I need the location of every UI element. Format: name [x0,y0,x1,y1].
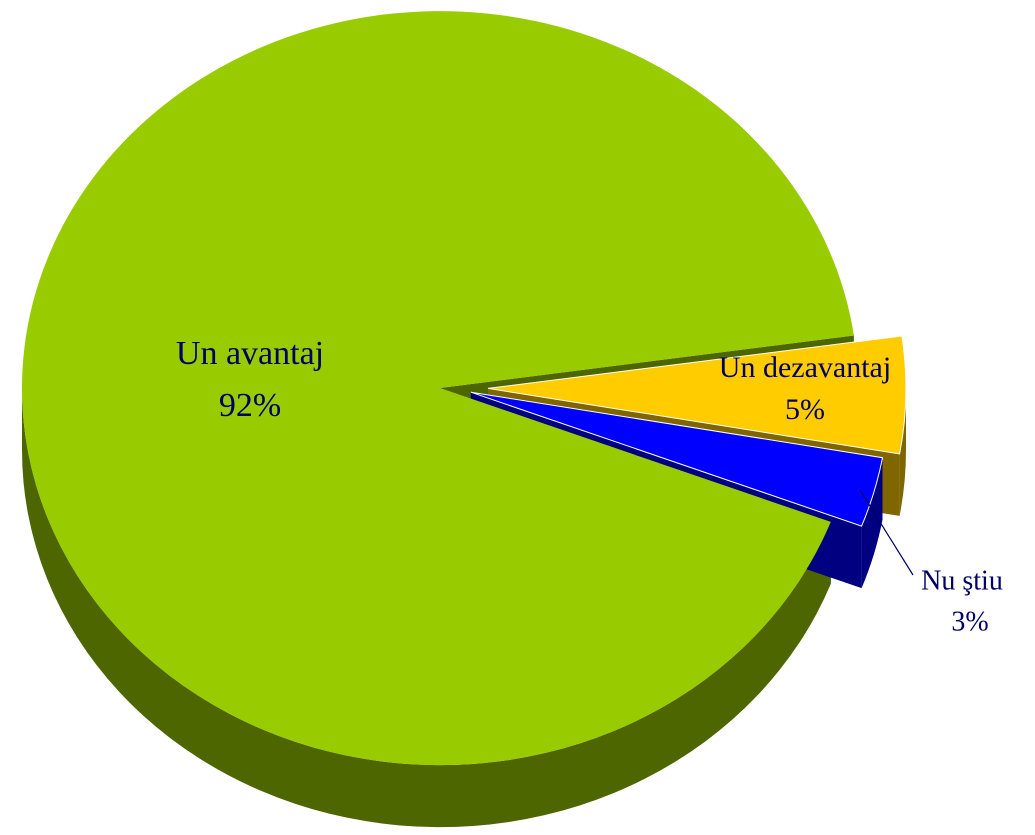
slice-value-label: 5% [785,393,825,426]
slice-label: Un avantaj [176,335,324,372]
slice-value-label: 92% [219,387,281,424]
slice-value-label: 3% [951,606,988,637]
slice-side [899,388,906,516]
pie [21,11,907,828]
slice-side [21,388,831,828]
slice [470,391,884,527]
slice [21,11,854,766]
slice [487,335,907,455]
slice-label: Un dezavantaj [719,351,891,384]
leader-line [859,489,914,576]
slice-side [861,457,883,589]
slice-label: Nu ştiu [921,565,1003,596]
